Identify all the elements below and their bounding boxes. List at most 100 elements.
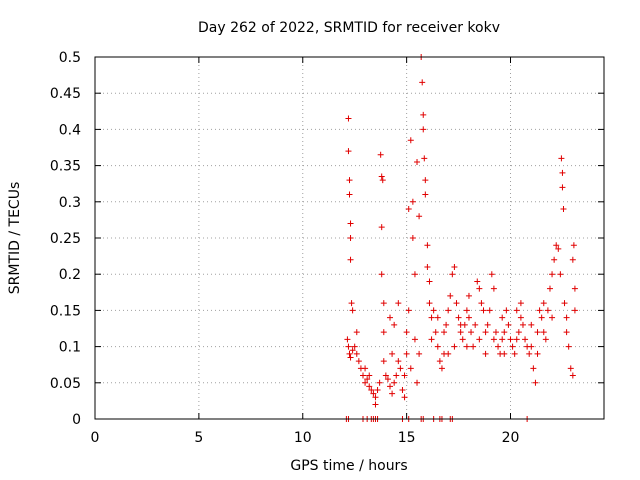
data-point: [501, 350, 508, 357]
data-point: [447, 292, 454, 299]
data-point: [421, 155, 428, 162]
data-point: [522, 336, 529, 343]
data-point: [463, 307, 470, 314]
data-point: [347, 235, 354, 241]
data-point: [438, 365, 445, 372]
data-point: [441, 350, 448, 357]
data-point: [346, 350, 353, 357]
data-point: [380, 358, 387, 365]
data-point: [360, 372, 367, 379]
data-point: [567, 365, 574, 372]
x-tick-label: 10: [294, 430, 312, 446]
data-point: [353, 329, 360, 336]
data-point: [544, 307, 551, 314]
data-point: [407, 365, 414, 372]
data-point: [405, 206, 412, 213]
data-point: [347, 354, 354, 361]
data-point: [478, 300, 485, 307]
data-point: [355, 358, 362, 365]
data-point: [553, 242, 560, 249]
y-tick-label: 0.25: [50, 231, 81, 247]
data-point: [559, 169, 566, 176]
data-point: [501, 329, 508, 336]
x-tick-label: 20: [502, 430, 520, 446]
data-point: [569, 256, 576, 263]
data-point: [530, 365, 537, 372]
data-point: [411, 336, 418, 343]
data-point: [513, 336, 520, 343]
data-points: [343, 54, 578, 422]
data-point: [434, 343, 441, 350]
data-point: [484, 321, 491, 328]
data-point: [401, 394, 408, 401]
data-point: [443, 321, 450, 328]
data-point: [551, 256, 558, 263]
data-point: [499, 314, 506, 321]
data-point: [542, 336, 549, 343]
y-tick-label: 0.2: [59, 267, 81, 283]
data-point: [457, 329, 464, 336]
axes: 0 0.05 0.1 0.15 0.2 0.25 0.3 0.35 0.4 0.45 0.5 0 5 10…: [50, 50, 605, 446]
data-point: [480, 307, 487, 314]
data-point: [411, 271, 418, 278]
data-point: [468, 329, 475, 336]
data-point: [344, 336, 351, 343]
data-point: [534, 350, 541, 357]
data-point: [528, 343, 535, 350]
plot-frame: [94, 56, 605, 420]
data-point: [368, 387, 375, 394]
data-point: [364, 376, 371, 383]
data-point: [366, 372, 373, 379]
data-point: [422, 191, 429, 198]
data-point: [546, 285, 553, 292]
data-point: [492, 329, 499, 336]
data-point: [419, 79, 426, 86]
data-point: [517, 314, 524, 321]
data-point: [538, 314, 545, 321]
data-point: [351, 343, 358, 350]
data-point: [569, 372, 576, 379]
data-point: [434, 314, 441, 321]
data-point: [505, 321, 512, 328]
y-tick-label: 0.5: [59, 50, 81, 66]
data-point: [511, 350, 518, 357]
data-point: [426, 278, 433, 285]
grid-lines: [95, 57, 604, 419]
data-point: [513, 307, 520, 314]
data-point: [407, 137, 414, 144]
data-point: [348, 300, 355, 307]
data-point: [428, 336, 435, 343]
data-point: [472, 321, 479, 328]
data-point: [389, 390, 396, 397]
data-point: [563, 314, 570, 321]
x-tick-label: 5: [194, 430, 203, 446]
data-point: [476, 336, 483, 343]
data-point: [428, 314, 435, 321]
data-point: [557, 271, 564, 278]
data-point: [401, 372, 408, 379]
data-point: [380, 300, 387, 307]
chart-title: Day 262 of 2022, SRMTID for receiver kok…: [198, 20, 500, 36]
data-point: [345, 115, 352, 122]
data-point: [409, 198, 416, 205]
data-point: [420, 126, 427, 133]
data-point: [372, 401, 379, 408]
data-point: [455, 314, 462, 321]
data-point: [482, 329, 489, 336]
data-point: [420, 111, 427, 118]
data-point: [549, 314, 556, 321]
x-tick-label: 0: [91, 430, 100, 446]
data-point: [416, 350, 423, 357]
data-point: [482, 350, 489, 357]
data-point: [387, 314, 394, 321]
data-point: [463, 343, 470, 350]
data-point: [346, 191, 353, 198]
data-point: [376, 379, 383, 386]
data-point: [424, 263, 431, 270]
data-point: [366, 383, 373, 390]
y-tick-label: 0.1: [59, 340, 81, 356]
data-point: [414, 379, 421, 386]
data-point: [470, 343, 477, 350]
data-point: [379, 177, 386, 184]
